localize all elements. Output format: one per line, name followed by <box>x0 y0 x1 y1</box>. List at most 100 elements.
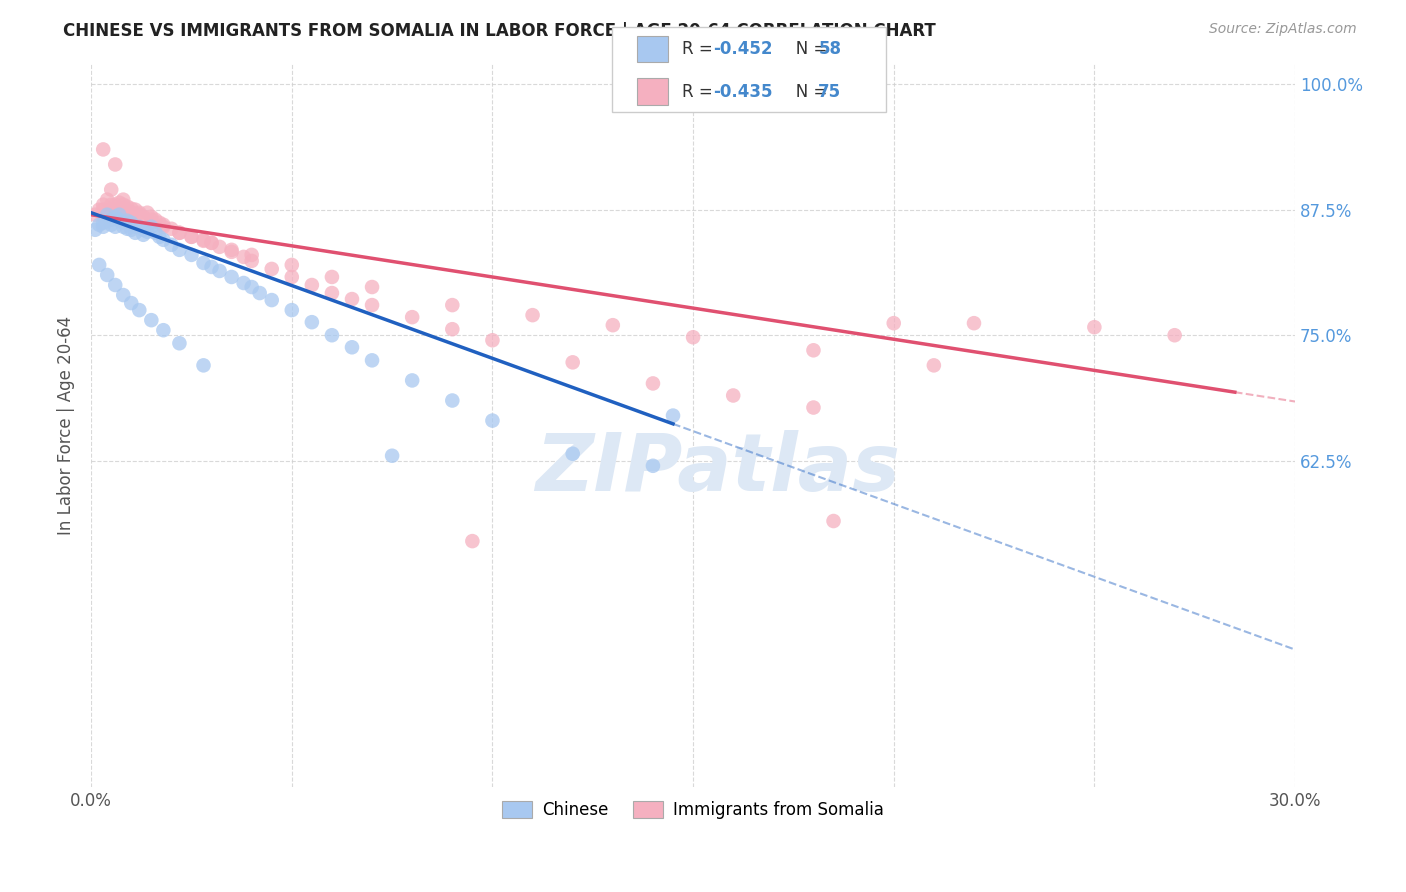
Point <box>160 221 183 235</box>
Point <box>281 303 304 318</box>
Point <box>301 315 323 329</box>
Point <box>124 219 146 234</box>
Point <box>682 330 704 344</box>
Point <box>100 183 122 197</box>
Point <box>561 447 583 461</box>
Point <box>89 258 111 272</box>
Point <box>441 393 464 408</box>
Point <box>104 219 127 234</box>
Text: -0.452: -0.452 <box>713 40 772 58</box>
Point <box>132 223 155 237</box>
Point <box>124 202 146 217</box>
Point <box>180 248 202 262</box>
Point <box>128 208 150 222</box>
Point <box>260 262 283 277</box>
Point <box>321 328 343 343</box>
Point <box>721 388 744 402</box>
Y-axis label: In Labor Force | Age 20-64: In Labor Force | Age 20-64 <box>58 316 75 535</box>
Point <box>441 322 464 336</box>
Point <box>100 218 122 232</box>
Point <box>91 202 114 217</box>
Point <box>963 316 986 330</box>
Point <box>401 373 423 387</box>
Point <box>108 212 131 227</box>
Point <box>89 218 111 232</box>
Point <box>112 216 135 230</box>
Point <box>200 260 222 274</box>
Point <box>169 226 191 240</box>
Point <box>260 293 283 307</box>
Point <box>152 323 174 337</box>
Point <box>96 193 118 207</box>
Point <box>120 208 142 222</box>
Point <box>120 296 142 310</box>
Point <box>481 333 503 347</box>
Point <box>136 225 159 239</box>
Point <box>141 219 163 234</box>
Text: R =: R = <box>682 40 718 58</box>
Text: CHINESE VS IMMIGRANTS FROM SOMALIA IN LABOR FORCE | AGE 20-64 CORRELATION CHART: CHINESE VS IMMIGRANTS FROM SOMALIA IN LA… <box>63 22 936 40</box>
Point <box>112 219 135 234</box>
Point <box>141 210 163 224</box>
Point <box>361 353 384 368</box>
Point <box>117 221 139 235</box>
Point <box>84 223 107 237</box>
Point <box>221 243 243 257</box>
Point <box>152 219 174 234</box>
Point <box>84 208 107 222</box>
Point <box>104 197 127 211</box>
Point <box>117 200 139 214</box>
Point <box>823 514 845 528</box>
Point <box>100 212 122 227</box>
Point <box>112 288 135 302</box>
Point <box>141 313 163 327</box>
Point <box>193 256 215 270</box>
Point <box>117 213 139 227</box>
Point <box>200 235 222 250</box>
Point <box>104 157 127 171</box>
Point <box>461 534 484 549</box>
Point <box>91 219 114 234</box>
Point <box>281 270 304 285</box>
Point <box>522 308 544 322</box>
Point <box>922 359 945 373</box>
Point <box>104 210 127 224</box>
Point <box>340 340 363 354</box>
Text: -0.435: -0.435 <box>713 83 772 101</box>
Legend: Chinese, Immigrants from Somalia: Chinese, Immigrants from Somalia <box>495 795 891 826</box>
Point <box>193 234 215 248</box>
Point <box>141 212 163 227</box>
Point <box>89 202 111 217</box>
Point <box>208 240 231 254</box>
Point <box>281 258 304 272</box>
Point <box>148 229 170 244</box>
Point <box>120 205 142 219</box>
Point <box>602 318 624 333</box>
Point <box>803 343 825 358</box>
Point <box>381 449 404 463</box>
Point <box>561 355 583 369</box>
Text: R =: R = <box>682 83 718 101</box>
Point <box>180 229 202 244</box>
Point <box>321 270 343 285</box>
Point <box>193 359 215 373</box>
Point <box>232 250 254 264</box>
Point <box>641 458 664 473</box>
Point <box>240 248 263 262</box>
Point <box>240 253 263 268</box>
Point <box>128 205 150 219</box>
Point <box>112 193 135 207</box>
Point <box>361 280 384 294</box>
Point <box>132 210 155 224</box>
Point <box>340 292 363 306</box>
Point <box>481 414 503 428</box>
Point <box>143 226 166 240</box>
Point <box>108 208 131 222</box>
Point <box>169 226 191 240</box>
Point <box>132 227 155 242</box>
Point <box>120 202 142 216</box>
Point <box>128 303 150 318</box>
Point <box>883 316 905 330</box>
Point <box>662 409 685 423</box>
Point <box>91 143 114 157</box>
